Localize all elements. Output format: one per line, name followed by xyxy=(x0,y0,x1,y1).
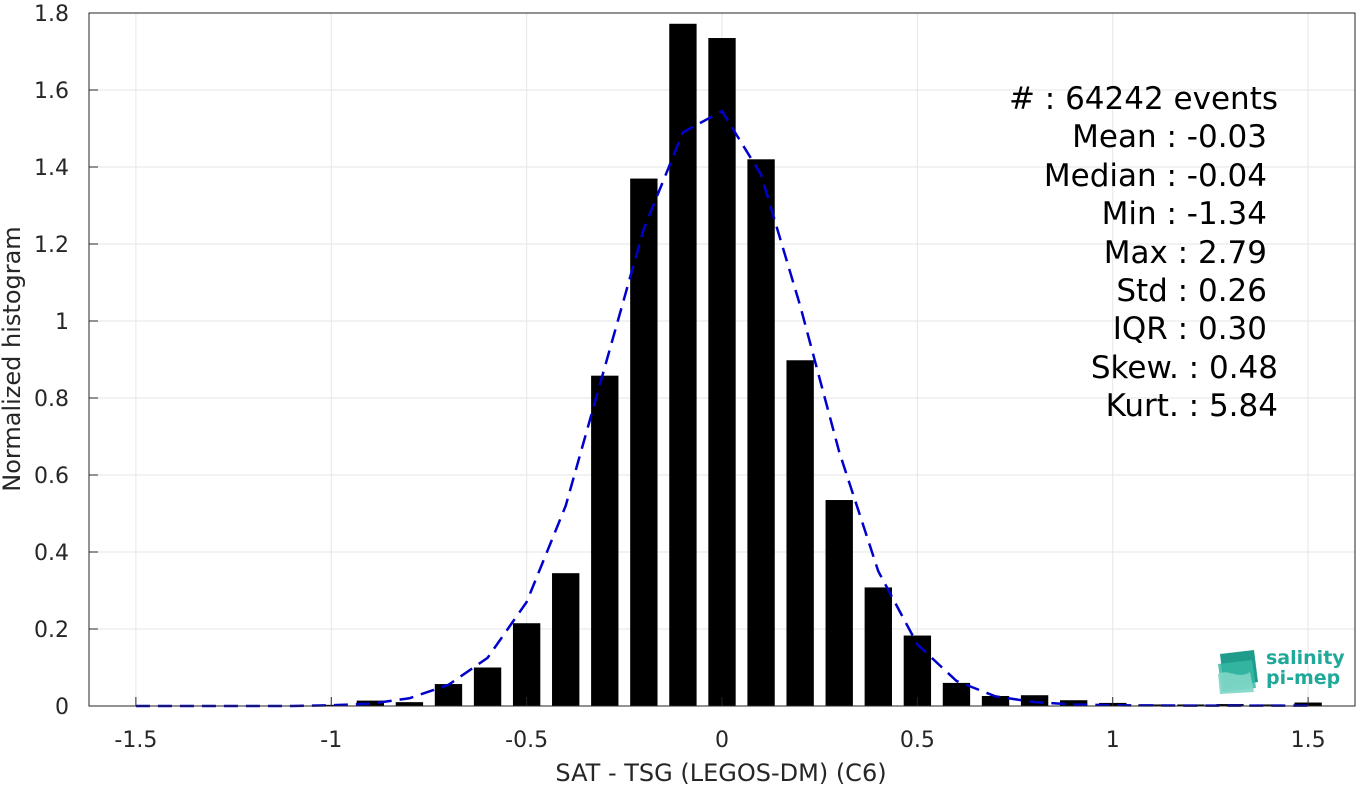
fit-curve-layer xyxy=(135,109,1309,708)
histogram-bar xyxy=(356,700,385,706)
statistics-annotation: # : 64242 events Mean : -0.03 Median : -… xyxy=(1009,80,1278,426)
y-tick-labels: 0 0.2 0.4 0.6 0.8 1 1.2 1.4 1.6 1.8 xyxy=(34,2,69,720)
logo-line-2: pi-mep xyxy=(1266,667,1341,689)
y-tick-label: 0 xyxy=(55,695,69,720)
histogram-bar xyxy=(786,360,814,706)
x-tick-label: 1.5 xyxy=(1291,728,1326,753)
y-tick-label: 1.8 xyxy=(34,2,69,27)
histogram-bar xyxy=(942,682,971,706)
stat-iqr: IQR : 0.30 xyxy=(1112,311,1267,348)
y-tick-label: 0.6 xyxy=(34,464,69,489)
stat-median: Median : -0.04 xyxy=(1043,157,1267,194)
histogram-bar xyxy=(825,500,853,706)
logo-text: salinity pi-mep xyxy=(1266,648,1345,688)
x-tick-label: 0.5 xyxy=(900,728,935,753)
x-tick-label: -1.5 xyxy=(114,728,157,753)
stat-kurt: Kurt. : 5.84 xyxy=(1105,388,1278,425)
histogram-bars xyxy=(317,23,1322,707)
histogram-bar xyxy=(747,159,775,707)
stat-std: Std : 0.26 xyxy=(1116,273,1267,310)
histogram-bar xyxy=(552,573,580,706)
histogram-bar xyxy=(395,702,424,706)
x-axis-label: SAT - TSG (LEGOS-DM) (C6) xyxy=(555,759,886,785)
x-tick-label: -1 xyxy=(320,728,342,753)
histogram-bar xyxy=(981,695,1010,706)
stat-mean: Mean : -0.03 xyxy=(1072,119,1267,156)
x-tick-label: -0.5 xyxy=(505,728,548,753)
y-axis-label: Normalized histogram xyxy=(0,226,26,491)
x-tick-label: 1 xyxy=(1106,728,1120,753)
y-tick-label: 0.8 xyxy=(34,387,69,412)
y-tick-label: 1.2 xyxy=(34,233,69,258)
stat-min: Min : -1.34 xyxy=(1101,196,1267,233)
histogram-bar xyxy=(708,38,736,706)
histogram-bar xyxy=(512,623,541,706)
logo-line-1: salinity xyxy=(1266,647,1345,669)
y-tick-label: 0.2 xyxy=(34,618,69,643)
histogram-bar xyxy=(630,178,658,707)
axes-frame xyxy=(88,12,1356,707)
histogram-bar xyxy=(1255,704,1283,706)
salinity-pi-mep-logo: salinity pi-mep xyxy=(1216,648,1346,696)
y-tick-label: 1.6 xyxy=(34,79,69,104)
histogram-bar xyxy=(1020,695,1049,706)
histogram-bar xyxy=(903,635,932,706)
histogram-bar xyxy=(434,684,463,706)
x-tick-label: 0 xyxy=(715,728,729,753)
histogram-bar xyxy=(1059,700,1088,706)
histogram-bar xyxy=(473,667,502,706)
stat-max: Max : 2.79 xyxy=(1103,234,1267,271)
histogram-bar xyxy=(669,23,697,706)
plot-frame xyxy=(88,12,1356,707)
y-tick-label: 0.4 xyxy=(34,541,69,566)
waves-logo-icon xyxy=(1218,650,1258,694)
y-tick-label: 1 xyxy=(55,310,69,335)
x-tick-labels: -1.5 -1 -0.5 0 0.5 1 1.5 xyxy=(114,728,1325,753)
histogram-bar xyxy=(591,375,619,706)
stat-skew: Skew. : 0.48 xyxy=(1090,349,1278,386)
fit-curve xyxy=(135,109,1309,708)
stat-count: # : 64242 events xyxy=(1008,81,1278,117)
y-tick-label: 1.4 xyxy=(34,156,69,181)
histogram-bar xyxy=(864,587,892,706)
